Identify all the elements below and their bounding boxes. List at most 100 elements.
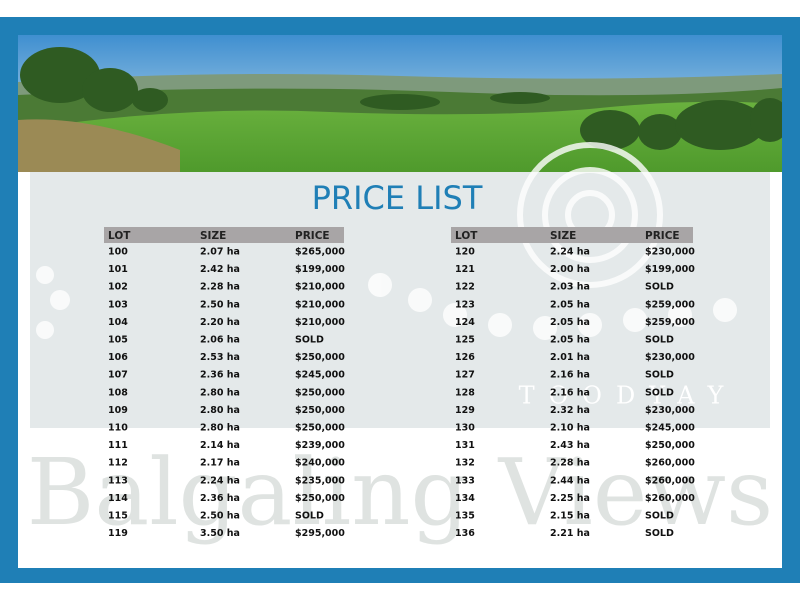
table-cell: 108 [108, 387, 128, 398]
table-cell: SOLD [295, 335, 324, 346]
table-cell: 2.53 ha [200, 352, 240, 363]
table-cell: 2.14 ha [200, 440, 240, 451]
title: PRICE LIST [312, 179, 483, 217]
table-cell: 113 [108, 475, 128, 486]
table-cell: 106 [108, 352, 128, 363]
table-cell: $250,000 [645, 440, 695, 451]
table-cell: $230,000 [645, 405, 695, 416]
column-header: PRICE [295, 230, 330, 242]
table-cell: 111 [108, 440, 128, 451]
watermark-name: Balgaling Views [27, 439, 774, 546]
landscape-photo [18, 35, 782, 172]
table-cell: $250,000 [295, 405, 345, 416]
table-cell: 2.07 ha [200, 247, 240, 258]
column-header: LOT [455, 230, 478, 242]
table-cell: 2.17 ha [200, 458, 240, 469]
table-cell: 2.50 ha [200, 299, 240, 310]
table-cell: 2.28 ha [550, 458, 590, 469]
table-cell: 2.01 ha [550, 352, 590, 363]
table-cell: $260,000 [645, 475, 695, 486]
table-cell: $230,000 [645, 352, 695, 363]
table-cell: 2.25 ha [550, 493, 590, 504]
table-cell: 122 [455, 282, 475, 293]
table-cell: SOLD [645, 511, 674, 522]
table-cell: 2.42 ha [200, 264, 240, 275]
table-cell: 2.05 ha [550, 335, 590, 346]
table-cell: 2.00 ha [550, 264, 590, 275]
table-cell: $245,000 [645, 423, 695, 434]
table-cell: $210,000 [295, 282, 345, 293]
decor-dots [36, 266, 737, 340]
table-cell: 112 [108, 458, 128, 469]
table-cell: $199,000 [295, 264, 345, 275]
table-cell: 2.80 ha [200, 387, 240, 398]
table-cell: 2.28 ha [200, 282, 240, 293]
column-header: PRICE [645, 230, 680, 242]
table-cell: 115 [108, 511, 128, 522]
table-cell: 2.50 ha [200, 511, 240, 522]
table-cell: 2.43 ha [550, 440, 590, 451]
table-cell: 2.36 ha [200, 370, 240, 381]
table-cell: $199,000 [645, 264, 695, 275]
table-cell: 2.32 ha [550, 405, 590, 416]
table-cell: SOLD [645, 335, 674, 346]
table-cell: 136 [455, 528, 475, 539]
table-cell: $240,000 [295, 458, 345, 469]
column-header: SIZE [200, 230, 226, 242]
table-cell: $230,000 [645, 247, 695, 258]
table-cell: 129 [455, 405, 475, 416]
table-cell: SOLD [645, 528, 674, 539]
table-cell: 102 [108, 282, 128, 293]
table-cell: 2.06 ha [200, 335, 240, 346]
column-header: LOT [108, 230, 131, 242]
table-cell: 2.03 ha [550, 282, 590, 293]
table-cell: 107 [108, 370, 128, 381]
table-cell: SOLD [645, 387, 674, 398]
table-cell: 114 [108, 493, 128, 504]
table-cell: $295,000 [295, 528, 345, 539]
table-cell: 125 [455, 335, 475, 346]
table-cell: $259,000 [645, 317, 695, 328]
table-cell: 2.24 ha [200, 475, 240, 486]
column-header: SIZE [550, 230, 576, 242]
table-cell: 2.16 ha [550, 387, 590, 398]
table-cell: 2.36 ha [200, 493, 240, 504]
table-cell: 103 [108, 299, 128, 310]
table-cell: 2.05 ha [550, 317, 590, 328]
table-cell: $245,000 [295, 370, 345, 381]
table-cell: 131 [455, 440, 475, 451]
table-cell: 2.10 ha [550, 423, 590, 434]
table-header-bg [104, 227, 344, 243]
table-cell: $260,000 [645, 458, 695, 469]
table-cell: 2.44 ha [550, 475, 590, 486]
table-cell: SOLD [645, 370, 674, 381]
table-cell: 104 [108, 317, 128, 328]
table-cell: $210,000 [295, 299, 345, 310]
table-cell: 124 [455, 317, 475, 328]
table-cell: 130 [455, 423, 475, 434]
table-cell: $265,000 [295, 247, 345, 258]
table-cell: SOLD [645, 282, 674, 293]
table-cell: 120 [455, 247, 475, 258]
table-cell: $250,000 [295, 423, 345, 434]
decor [517, 142, 663, 288]
table-cell: 2.21 ha [550, 528, 590, 539]
table-cell: 134 [455, 493, 475, 504]
background-band [30, 172, 770, 428]
table-cell: 2.16 ha [550, 370, 590, 381]
table-cell: $250,000 [295, 352, 345, 363]
table-cell: 2.05 ha [550, 299, 590, 310]
table-cell: $260,000 [645, 493, 695, 504]
table-cell: $250,000 [295, 493, 345, 504]
table-cell: 3.50 ha [200, 528, 240, 539]
table-cell: 109 [108, 405, 128, 416]
table-cell: 132 [455, 458, 475, 469]
table-cell: 2.24 ha [550, 247, 590, 258]
table-cell: 2.80 ha [200, 405, 240, 416]
table-cell: 123 [455, 299, 475, 310]
table-cell: 2.15 ha [550, 511, 590, 522]
table-cell: 2.20 ha [200, 317, 240, 328]
table-cell: $259,000 [645, 299, 695, 310]
